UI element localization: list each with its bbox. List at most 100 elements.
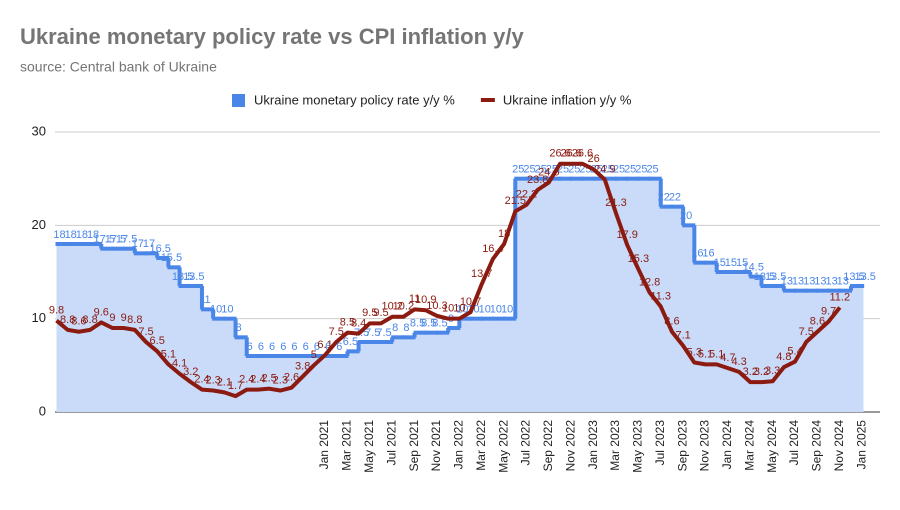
data-label: 14.5 xyxy=(743,262,764,274)
rate-area xyxy=(381,342,393,412)
rate-area xyxy=(660,206,673,412)
x-tick-label: May 2021 xyxy=(362,420,376,473)
rate-area xyxy=(313,356,326,412)
data-label: 5 xyxy=(311,349,317,361)
data-label: 9.5 xyxy=(362,307,377,319)
rate-area xyxy=(828,290,841,412)
rate-area xyxy=(157,258,169,412)
data-label: 8.8 xyxy=(60,314,75,326)
rate-area xyxy=(862,286,864,412)
data-label: 15 xyxy=(736,257,748,269)
data-label: 9.8 xyxy=(49,304,64,316)
data-label: 8.6 xyxy=(664,316,679,328)
data-label: 15 xyxy=(725,257,737,269)
data-label: 13.5 xyxy=(843,271,864,283)
rate-area xyxy=(571,178,583,412)
rate-area xyxy=(224,318,236,412)
data-label: 5.1 xyxy=(161,348,176,360)
data-label: 13.5 xyxy=(183,271,204,283)
x-tick-label: Sep 2021 xyxy=(407,420,421,472)
data-label: 6 xyxy=(269,341,275,353)
data-label: 25 xyxy=(646,164,658,176)
rate-area xyxy=(112,248,124,412)
data-label: 8.5 xyxy=(410,318,425,330)
data-label: 9 xyxy=(121,312,127,324)
rate-series: 1818181817.517.517.5171716.515.513.513.5… xyxy=(53,164,876,412)
data-label: 6 xyxy=(280,341,286,353)
rate-area xyxy=(526,178,538,412)
x-tick-label: Jan 2025 xyxy=(854,420,868,470)
data-label: 25 xyxy=(512,164,524,176)
data-label: 20 xyxy=(680,210,692,222)
data-label: 9.7 xyxy=(821,305,836,317)
data-label: 5.4 xyxy=(787,346,802,358)
data-label: 10.7 xyxy=(460,296,481,308)
rate-area xyxy=(403,337,415,412)
data-label: 17.5 xyxy=(94,234,115,246)
data-label: 22.2 xyxy=(516,189,537,201)
rate-area xyxy=(56,244,68,412)
data-label: 6.5 xyxy=(150,335,165,347)
data-label: 23.8 xyxy=(527,174,548,186)
data-label: 16.5 xyxy=(149,243,170,255)
data-label: 24.6 xyxy=(538,166,559,178)
data-label: 2.4 xyxy=(194,374,209,386)
data-label: 13.7 xyxy=(471,268,492,280)
data-label: 1.7 xyxy=(228,380,243,392)
x-tick-label: May 2023 xyxy=(631,420,645,473)
data-label: 13.5 xyxy=(172,271,193,283)
rate-area xyxy=(179,286,192,412)
data-label: 8.5 xyxy=(421,318,436,330)
rate-area xyxy=(671,206,684,412)
data-label: 10.9 xyxy=(415,294,436,306)
x-tick-label: Mar 2023 xyxy=(608,420,622,471)
rate-area xyxy=(839,290,852,412)
data-label: 8.8 xyxy=(127,314,142,326)
data-label: 16 xyxy=(702,248,714,260)
chart-subtitle: source: Central bank of Ukraine xyxy=(20,59,217,75)
data-label: 10 xyxy=(210,304,222,316)
rate-area xyxy=(716,272,729,412)
x-tick-label: Sep 2024 xyxy=(810,420,824,472)
rate-area xyxy=(548,178,561,412)
x-tick-label: Jan 2024 xyxy=(720,420,734,470)
data-label: 7.5 xyxy=(138,326,153,338)
data-label: 25 xyxy=(535,164,547,176)
data-label: 18 xyxy=(76,229,88,241)
rate-area xyxy=(593,178,606,412)
x-tick-label: Nov 2023 xyxy=(698,420,712,472)
data-label: 8 xyxy=(403,322,409,334)
data-label: 21.3 xyxy=(605,197,626,209)
rate-area xyxy=(280,356,292,412)
data-label: 18 xyxy=(65,229,77,241)
y-tick-label: 10 xyxy=(32,310,46,325)
rate-area xyxy=(414,332,427,412)
rate-area xyxy=(190,286,203,412)
data-label: 22 xyxy=(669,192,681,204)
rate-area xyxy=(425,332,438,412)
rate-area xyxy=(761,286,773,412)
data-label: 18 xyxy=(53,229,65,241)
x-tick-label: Sep 2023 xyxy=(675,420,689,472)
rate-area xyxy=(705,262,718,412)
data-label: 2.5 xyxy=(261,373,276,385)
data-label: 2.4 xyxy=(250,374,265,386)
rate-area xyxy=(213,318,225,412)
x-tick-label: Mar 2022 xyxy=(474,420,488,471)
x-tick-label: Jul 2024 xyxy=(787,420,801,466)
x-tick-label: Mar 2021 xyxy=(340,420,354,471)
data-label: 15 xyxy=(714,257,726,269)
rate-area xyxy=(78,244,91,412)
rate-area xyxy=(492,318,505,412)
legend-label: Ukraine monetary policy rate y/y % xyxy=(254,92,455,107)
data-label: 6 xyxy=(325,341,331,353)
data-label: 8 xyxy=(392,322,398,334)
rate-area xyxy=(168,267,180,412)
rate-area xyxy=(146,253,158,412)
data-label: 11.2 xyxy=(830,291,851,303)
data-label: 5.1 xyxy=(709,348,724,360)
rate-area xyxy=(302,356,315,412)
rate-area xyxy=(369,342,382,412)
data-label: 2.3 xyxy=(206,374,221,386)
